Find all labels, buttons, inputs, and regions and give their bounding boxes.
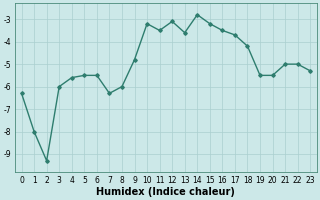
X-axis label: Humidex (Indice chaleur): Humidex (Indice chaleur) xyxy=(96,187,235,197)
